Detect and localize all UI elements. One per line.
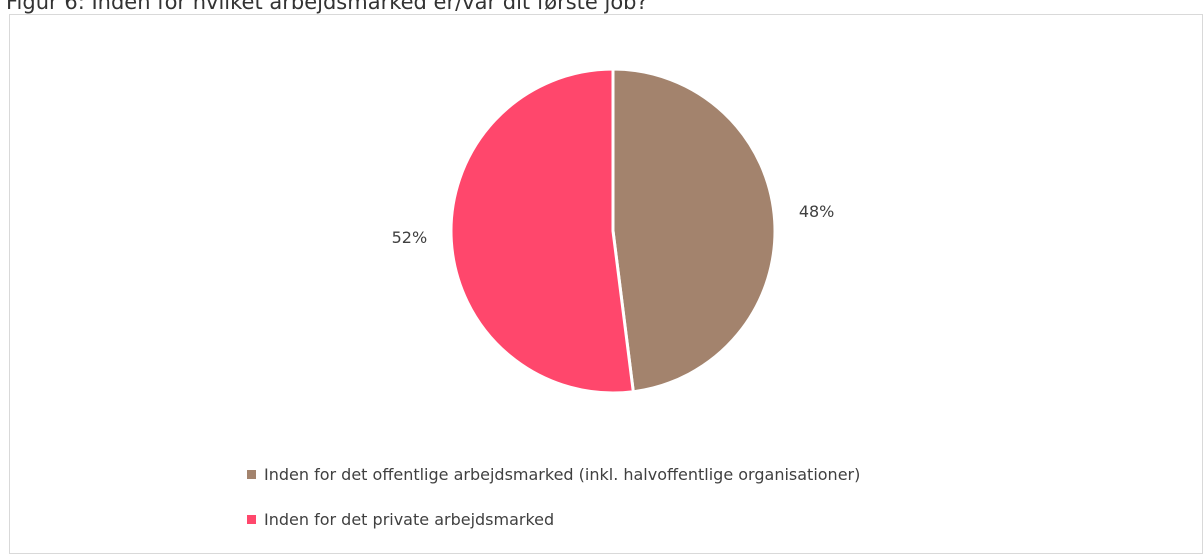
pie-labels: 48% 52% bbox=[392, 202, 835, 247]
pie-chart: 48% 52% bbox=[392, 67, 835, 395]
pie-slices bbox=[449, 67, 777, 395]
legend-label-offentlig: Inden for det offentlige arbejdsmarked (… bbox=[264, 464, 861, 484]
chart-title: Figur 6: Inden for hvilket arbejdsmarked… bbox=[6, 0, 648, 14]
legend-label-privat: Inden for det private arbejdsmarked bbox=[264, 509, 555, 529]
legend-item-privat: Inden for det private arbejdsmarked bbox=[247, 507, 860, 531]
pie-slice-offentlig bbox=[611, 67, 777, 394]
legend-swatch-offentlig bbox=[247, 469, 256, 479]
legend-item-offentlig: Inden for det offentlige arbejdsmarked (… bbox=[247, 462, 860, 486]
data-label-privat: 52% bbox=[392, 228, 428, 247]
legend-swatch-privat bbox=[247, 514, 256, 524]
legend: Inden for det offentlige arbejdsmarked (… bbox=[247, 462, 860, 552]
pie-slice-privat bbox=[449, 67, 635, 395]
data-label-offentlig: 48% bbox=[799, 202, 835, 221]
